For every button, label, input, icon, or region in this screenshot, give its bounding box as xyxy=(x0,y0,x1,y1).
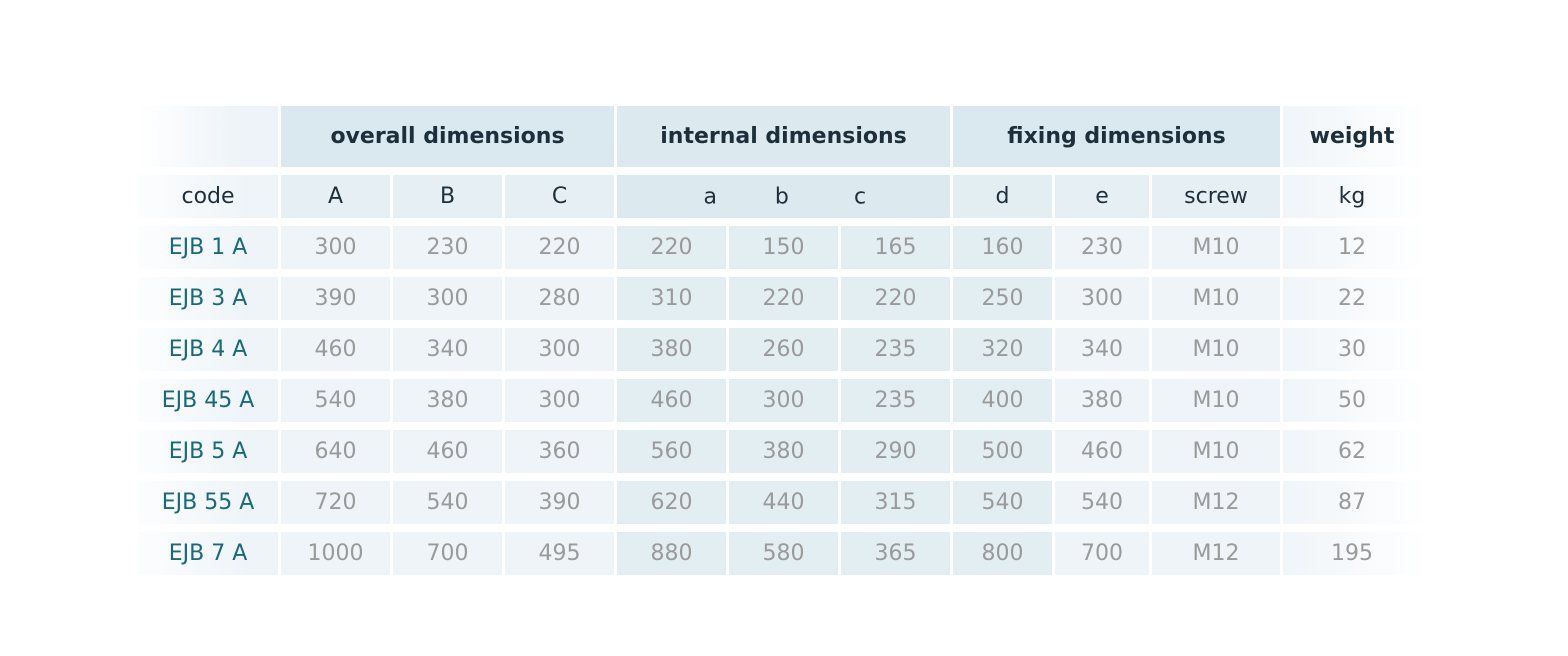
table-cell-c: 290 xyxy=(841,430,950,473)
table-cell-a: 310 xyxy=(617,277,726,320)
table-cell-d: 800 xyxy=(953,532,1052,575)
table-cell-B: 340 xyxy=(393,328,502,371)
header-corner xyxy=(138,106,278,167)
table-cell-c: 220 xyxy=(841,277,950,320)
table-cell-C: 390 xyxy=(505,481,614,524)
column-header-d: d xyxy=(953,175,1052,218)
table-cell-B: 700 xyxy=(393,532,502,575)
table-cell-code: EJB 7 A xyxy=(138,532,278,575)
table-cell-code: EJB 3 A xyxy=(138,277,278,320)
table-cell-A: 640 xyxy=(281,430,390,473)
table-cell-b: 440 xyxy=(729,481,838,524)
column-header-internal-group: a b c xyxy=(617,175,950,218)
table-cell-a: 220 xyxy=(617,226,726,269)
table-cell-code: EJB 5 A xyxy=(138,430,278,473)
table-cell-A: 390 xyxy=(281,277,390,320)
table-cell-a: 620 xyxy=(617,481,726,524)
table-cell-A: 460 xyxy=(281,328,390,371)
table-cell-C: 495 xyxy=(505,532,614,575)
table-cell-kg: 87 xyxy=(1283,481,1421,524)
table-cell-kg: 22 xyxy=(1283,277,1421,320)
table-cell-c: 235 xyxy=(841,379,950,422)
column-header-C: C xyxy=(505,175,614,218)
column-header-screw: screw xyxy=(1152,175,1280,218)
table-cell-b: 150 xyxy=(729,226,838,269)
column-header-c: c xyxy=(854,184,867,209)
group-header-overall: overall dimensions xyxy=(281,106,614,167)
table-cell-d: 400 xyxy=(953,379,1052,422)
table-cell-b: 300 xyxy=(729,379,838,422)
column-header-e: e xyxy=(1055,175,1149,218)
table-cell-screw: M10 xyxy=(1152,277,1280,320)
table-cell-A: 1000 xyxy=(281,532,390,575)
table-cell-screw: M10 xyxy=(1152,226,1280,269)
table-cell-screw: M12 xyxy=(1152,481,1280,524)
column-header-kg: kg xyxy=(1283,175,1421,218)
table-cell-C: 300 xyxy=(505,328,614,371)
table-cell-b: 220 xyxy=(729,277,838,320)
table-cell-B: 300 xyxy=(393,277,502,320)
table-cell-B: 540 xyxy=(393,481,502,524)
table-cell-d: 320 xyxy=(953,328,1052,371)
column-header-a: a xyxy=(703,184,717,209)
table-cell-screw: M10 xyxy=(1152,379,1280,422)
table-cell-code: EJB 4 A xyxy=(138,328,278,371)
column-header-code: code xyxy=(138,175,278,218)
table-cell-code: EJB 1 A xyxy=(138,226,278,269)
dimensions-table: overall dimensions internal dimensions f… xyxy=(138,106,1430,584)
table-cell-code: EJB 45 A xyxy=(138,379,278,422)
table-cell-C: 300 xyxy=(505,379,614,422)
table-cell-screw: M12 xyxy=(1152,532,1280,575)
table-cell-a: 460 xyxy=(617,379,726,422)
table-cell-b: 260 xyxy=(729,328,838,371)
table-cell-a: 380 xyxy=(617,328,726,371)
table-cell-b: 580 xyxy=(729,532,838,575)
table-cell-b: 380 xyxy=(729,430,838,473)
table-cell-kg: 195 xyxy=(1283,532,1421,575)
table-cell-screw: M10 xyxy=(1152,328,1280,371)
table-cell-C: 280 xyxy=(505,277,614,320)
table-cell-C: 360 xyxy=(505,430,614,473)
table-cell-d: 250 xyxy=(953,277,1052,320)
column-header-A: A xyxy=(281,175,390,218)
group-header-fixing: fixing dimensions xyxy=(953,106,1280,167)
table-cell-e: 460 xyxy=(1055,430,1149,473)
table-cell-kg: 30 xyxy=(1283,328,1421,371)
table-cell-B: 460 xyxy=(393,430,502,473)
table-cell-e: 540 xyxy=(1055,481,1149,524)
table-cell-c: 165 xyxy=(841,226,950,269)
table-cell-C: 220 xyxy=(505,226,614,269)
table-cell-code: EJB 55 A xyxy=(138,481,278,524)
table-cell-a: 880 xyxy=(617,532,726,575)
table-cell-A: 300 xyxy=(281,226,390,269)
table-cell-kg: 62 xyxy=(1283,430,1421,473)
table-cell-B: 230 xyxy=(393,226,502,269)
table-cell-e: 700 xyxy=(1055,532,1149,575)
table-cell-d: 540 xyxy=(953,481,1052,524)
table-cell-e: 300 xyxy=(1055,277,1149,320)
table-cell-c: 315 xyxy=(841,481,950,524)
column-header-b: b xyxy=(774,184,789,209)
table-cell-a: 560 xyxy=(617,430,726,473)
table-cell-e: 230 xyxy=(1055,226,1149,269)
table-cell-e: 340 xyxy=(1055,328,1149,371)
table-cell-e: 380 xyxy=(1055,379,1149,422)
table-cell-d: 160 xyxy=(953,226,1052,269)
table-cell-screw: M10 xyxy=(1152,430,1280,473)
table-cell-kg: 12 xyxy=(1283,226,1421,269)
table-cell-A: 540 xyxy=(281,379,390,422)
table-cell-c: 235 xyxy=(841,328,950,371)
table-cell-kg: 50 xyxy=(1283,379,1421,422)
table-cell-d: 500 xyxy=(953,430,1052,473)
column-header-B: B xyxy=(393,175,502,218)
group-header-weight: weight xyxy=(1283,106,1421,167)
table-cell-B: 380 xyxy=(393,379,502,422)
table-cell-c: 365 xyxy=(841,532,950,575)
table-cell-A: 720 xyxy=(281,481,390,524)
group-header-internal: internal dimensions xyxy=(617,106,950,167)
